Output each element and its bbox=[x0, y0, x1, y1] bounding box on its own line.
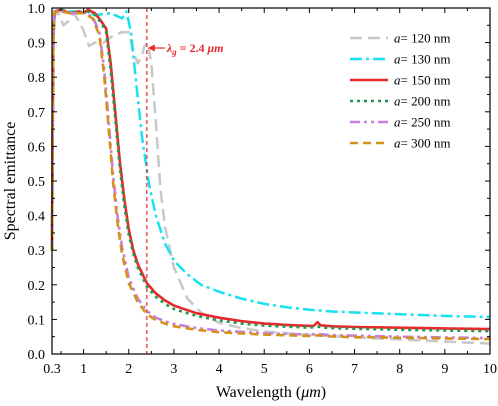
y-tick-label: 0.9 bbox=[28, 37, 46, 52]
bandgap-label: λg = 2.4 μm bbox=[166, 41, 224, 57]
y-tick-label: 0.4 bbox=[28, 210, 46, 225]
legend-label: a= 130 nm bbox=[394, 52, 450, 67]
legend-label: a= 200 nm bbox=[394, 94, 450, 109]
x-axis-title: Wavelength (μm) bbox=[216, 384, 326, 401]
y-tick-label: 0.8 bbox=[28, 71, 46, 86]
legend-label: a= 250 nm bbox=[394, 115, 450, 130]
y-tick-label: 1.0 bbox=[28, 2, 46, 17]
bandgap-annotation: λg = 2.4 μm bbox=[146, 8, 224, 354]
axis-tick-labels: 0.3 1 2 3 4 5 6 7 8 9 10 0.0 0.1 0.2 0.3 0.4 0.5 0.6 0.7 0.… bbox=[28, 2, 498, 377]
series-line-300nm bbox=[50, 10, 491, 341]
y-tick-label: 0.2 bbox=[28, 279, 46, 294]
y-tick-label: 0.5 bbox=[28, 175, 46, 190]
series-line-130nm bbox=[50, 8, 491, 319]
y-tick-label: 0.7 bbox=[28, 106, 46, 121]
y-tick-label: 0.6 bbox=[28, 140, 46, 155]
x-tick-label: 6 bbox=[306, 362, 313, 377]
x-tick-label: 5 bbox=[261, 362, 268, 377]
x-tick-label: 8 bbox=[396, 362, 403, 377]
axis-ticks bbox=[51, 7, 491, 355]
x-tick-label: 4 bbox=[216, 362, 223, 377]
legend-label: a= 120 nm bbox=[394, 31, 450, 46]
series-line-120nm bbox=[50, 11, 491, 345]
x-tick-label: 7 bbox=[351, 362, 358, 377]
y-tick-label: 0.3 bbox=[28, 244, 46, 259]
x-tick-label: 2 bbox=[125, 362, 132, 377]
y-axis-title: Spectral emittance bbox=[2, 122, 19, 241]
y-tick-label: 0.0 bbox=[28, 348, 46, 363]
series-line-150nm bbox=[50, 8, 491, 331]
series-lines bbox=[50, 8, 491, 345]
x-tick-label: 0.3 bbox=[43, 362, 61, 377]
bandgap-arrow-head bbox=[147, 44, 155, 52]
legend: a= 120 nm a= 130 nm a= 150 nm a= 200 nm a= 2… bbox=[350, 31, 450, 151]
x-tick-label: 9 bbox=[441, 362, 448, 377]
x-tick-label: 10 bbox=[483, 362, 497, 377]
x-tick-label: 1 bbox=[80, 362, 87, 377]
y-tick-label: 0.1 bbox=[28, 313, 46, 328]
legend-label: a= 300 nm bbox=[394, 136, 450, 151]
legend-label: a= 150 nm bbox=[394, 73, 450, 88]
x-tick-label: 3 bbox=[170, 362, 177, 377]
